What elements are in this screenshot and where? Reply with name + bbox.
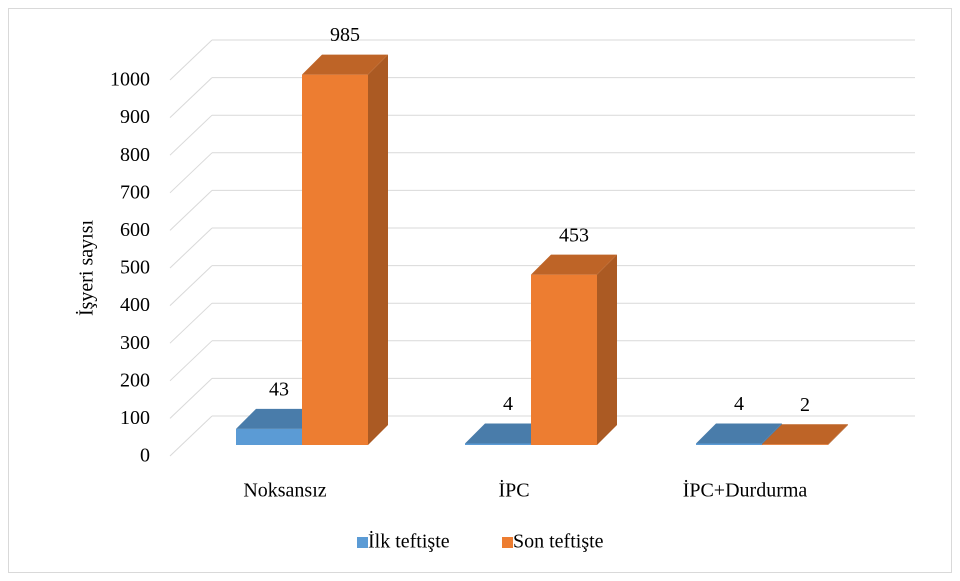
x-tick-label: İPC bbox=[498, 479, 529, 502]
y-tick-label: 900 bbox=[120, 106, 150, 128]
data-label: 2 bbox=[800, 394, 810, 416]
grid-line-side bbox=[169, 152, 213, 194]
y-tick-label: 1000 bbox=[110, 69, 150, 91]
bar-front bbox=[531, 274, 597, 445]
bar-top bbox=[762, 424, 848, 445]
x-tick-label: Noksansız bbox=[243, 480, 326, 502]
y-tick-label: 700 bbox=[120, 181, 150, 203]
y-axis-title: İşyeri sayısı bbox=[75, 220, 98, 317]
grid-line-side bbox=[169, 302, 213, 344]
grid-line-side bbox=[169, 190, 213, 231]
bar-top bbox=[696, 423, 782, 444]
data-label: 4 bbox=[734, 393, 744, 415]
y-tick-label: 0 bbox=[140, 445, 150, 467]
y-tick-label: 200 bbox=[120, 369, 150, 391]
bar-front bbox=[465, 443, 531, 445]
bar bbox=[762, 424, 848, 445]
bar-front bbox=[236, 428, 302, 445]
grid-line-side bbox=[169, 340, 213, 382]
bar bbox=[531, 254, 617, 445]
bar bbox=[302, 54, 388, 445]
data-label: 453 bbox=[559, 224, 589, 246]
y-tick-label: 800 bbox=[120, 144, 150, 166]
bar-top bbox=[465, 423, 551, 444]
bar-side bbox=[597, 254, 617, 445]
data-label: 985 bbox=[330, 24, 360, 46]
data-label: 4 bbox=[503, 393, 513, 415]
bar-front bbox=[696, 443, 762, 445]
bar-top bbox=[236, 408, 322, 429]
legend-label: Son teftişte bbox=[513, 531, 604, 553]
y-tick-label: 400 bbox=[120, 294, 150, 316]
bar-front bbox=[302, 74, 368, 445]
grid-line-side bbox=[169, 77, 213, 118]
grid-line-side bbox=[169, 114, 213, 156]
grid-line-side bbox=[169, 39, 213, 81]
x-tick-label: İPC+Durdurma bbox=[683, 479, 808, 502]
grid-line-side bbox=[169, 227, 213, 269]
y-tick-label: 500 bbox=[120, 257, 150, 279]
legend-swatch bbox=[357, 537, 368, 548]
bar-front bbox=[762, 444, 828, 445]
grid-line-side bbox=[169, 265, 213, 306]
grid-line-side bbox=[169, 415, 213, 457]
legend-swatch bbox=[502, 537, 513, 548]
bar-side bbox=[368, 54, 388, 445]
bar-top bbox=[302, 54, 388, 75]
bar-side bbox=[828, 424, 848, 445]
y-tick-label: 600 bbox=[120, 219, 150, 241]
chart-frame bbox=[8, 8, 952, 573]
legend-label: İlk teftişte bbox=[368, 530, 450, 553]
bar-top bbox=[531, 254, 617, 275]
data-label: 43 bbox=[269, 378, 289, 400]
y-tick-label: 100 bbox=[120, 407, 150, 429]
y-tick-label: 300 bbox=[120, 332, 150, 354]
grid-line-side bbox=[169, 378, 213, 419]
